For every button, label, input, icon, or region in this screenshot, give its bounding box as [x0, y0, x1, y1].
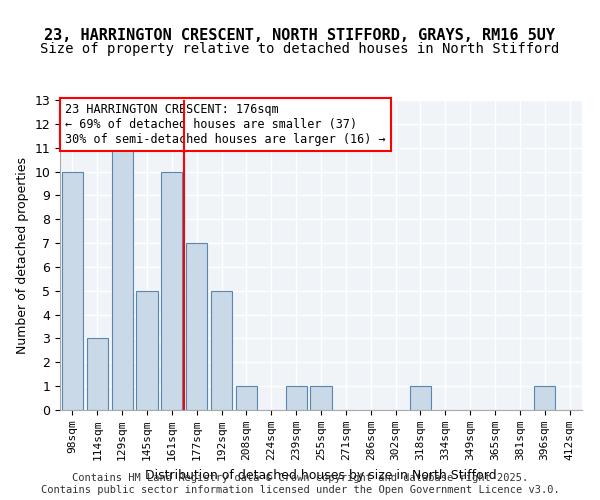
Text: Contains HM Land Registry data © Crown copyright and database right 2025.
Contai: Contains HM Land Registry data © Crown c…	[41, 474, 559, 495]
Bar	[136, 291, 158, 410]
Bar	[112, 148, 133, 410]
Bar	[310, 386, 332, 410]
Bar	[62, 172, 83, 410]
Text: 23 HARRINGTON CRESCENT: 176sqm
← 69% of detached houses are smaller (37)
30% of : 23 HARRINGTON CRESCENT: 176sqm ← 69% of …	[65, 103, 386, 146]
X-axis label: Distribution of detached houses by size in North Stifford: Distribution of detached houses by size …	[145, 468, 497, 481]
Y-axis label: Number of detached properties: Number of detached properties	[16, 156, 29, 354]
Bar	[286, 386, 307, 410]
Bar	[186, 243, 207, 410]
Bar	[534, 386, 555, 410]
Bar	[236, 386, 257, 410]
Bar	[211, 291, 232, 410]
Text: Size of property relative to detached houses in North Stifford: Size of property relative to detached ho…	[40, 42, 560, 56]
Bar	[161, 172, 182, 410]
Text: 23, HARRINGTON CRESCENT, NORTH STIFFORD, GRAYS, RM16 5UY: 23, HARRINGTON CRESCENT, NORTH STIFFORD,…	[44, 28, 556, 42]
Bar	[87, 338, 108, 410]
Bar	[410, 386, 431, 410]
